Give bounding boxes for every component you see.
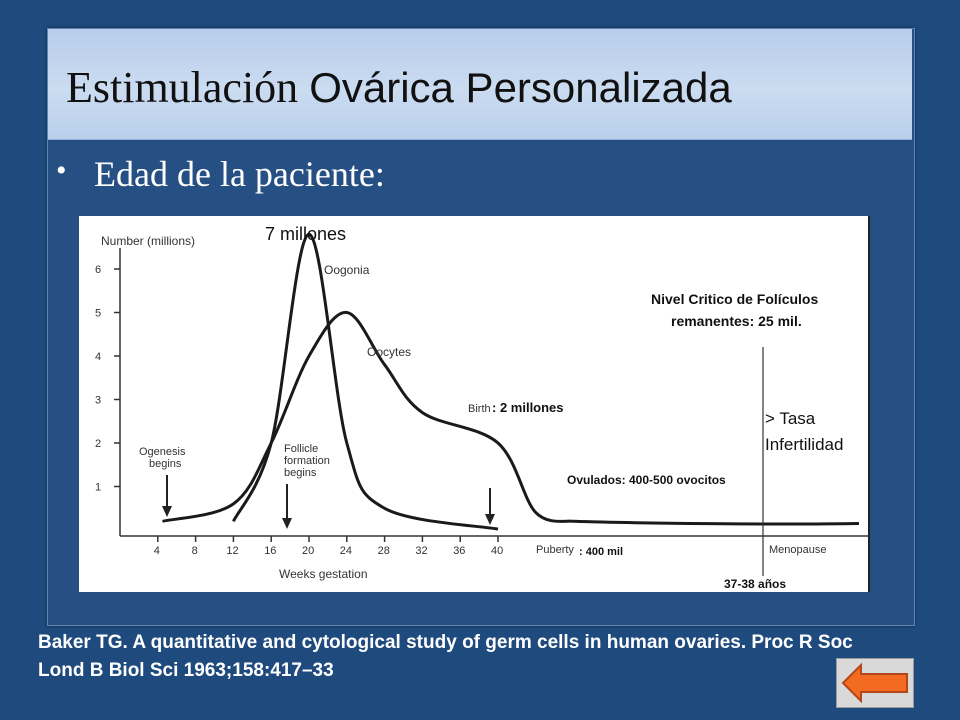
x-tick-label: 16 bbox=[264, 545, 276, 557]
tasa-line1: > Tasa bbox=[765, 409, 816, 428]
menopause-label: Menopause bbox=[769, 544, 827, 556]
peak-label: 7 millones bbox=[265, 224, 346, 244]
title-bar bbox=[48, 29, 912, 140]
y-ticks: 6 5 4 3 2 1 bbox=[95, 264, 120, 494]
follicle-label: Follicle formation begins bbox=[284, 443, 333, 479]
x-tick-label: 28 bbox=[378, 545, 390, 557]
puberty-label: Puberty bbox=[536, 544, 574, 556]
oogenesis-label-line: Ogenesis bbox=[139, 446, 186, 458]
citation-text: Baker TG. A quantitative and cytological… bbox=[38, 632, 853, 681]
arrow-oogenesis-icon bbox=[162, 475, 172, 517]
y-tick-label: 1 bbox=[95, 482, 101, 494]
oogenesis-label: Ogenesis begins bbox=[139, 446, 189, 470]
series-label-oocytes: Oocytes bbox=[367, 345, 411, 359]
follicle-label-line: Follicle bbox=[284, 443, 318, 455]
chart-svg: Number (millions) Weeks gestation 654321… bbox=[95, 216, 870, 592]
x-tick-label: 36 bbox=[453, 545, 465, 557]
x-axis-label: Weeks gestation bbox=[279, 567, 368, 581]
bullet-text: Edad de la paciente: bbox=[94, 154, 385, 194]
x-tick-label: 12 bbox=[226, 545, 238, 557]
series-oocytes-line bbox=[162, 311, 860, 526]
oogenesis-label-line: begins bbox=[149, 458, 182, 470]
x-tick-label: 20 bbox=[302, 545, 314, 557]
tasa-line2: Infertilidad bbox=[765, 435, 843, 454]
y-tick-label: 6 bbox=[95, 264, 101, 276]
back-button[interactable] bbox=[836, 658, 914, 708]
critical-level-line2: remanentes: 25 mil. bbox=[671, 313, 802, 329]
age-label: 37-38 años bbox=[724, 577, 786, 591]
birth-value: : 2 millones bbox=[492, 400, 564, 415]
bullet-dot-icon: • bbox=[56, 154, 67, 187]
bullet-point: • Edad de la paciente: bbox=[56, 153, 385, 195]
follicle-label-line: formation bbox=[284, 455, 330, 467]
slide-title: Estimulación Ovárica Personalizada bbox=[66, 62, 732, 113]
y-tick-label: 5 bbox=[95, 308, 101, 320]
series-label-oogonia: Oogonia bbox=[324, 263, 370, 277]
x-tick-label: 8 bbox=[192, 545, 198, 557]
critical-level-line1: Nivel Critico de Folículos bbox=[651, 291, 818, 307]
title-part-1: Estimulación bbox=[66, 63, 310, 112]
x-tick-label: 24 bbox=[340, 545, 352, 557]
x-tick-label: 32 bbox=[415, 545, 427, 557]
arrow-follicle-icon bbox=[282, 484, 292, 529]
y-axis-label: Number (millions) bbox=[101, 234, 195, 248]
title-part-2: Ovárica Personalizada bbox=[309, 64, 732, 111]
x-tick-label: 4 bbox=[154, 545, 160, 557]
series-oogonia-line bbox=[232, 232, 499, 531]
arrow-birth-icon bbox=[485, 488, 495, 525]
back-arrow-icon bbox=[841, 663, 908, 703]
x-ticks: 4 8 12 16 20 24 28 32 36 40 bbox=[154, 536, 503, 557]
y-tick-label: 4 bbox=[95, 351, 101, 363]
x-tick-label: 40 bbox=[491, 545, 503, 557]
puberty-value: : 400 mil bbox=[579, 546, 623, 558]
y-tick-label: 3 bbox=[95, 395, 101, 407]
y-tick-label: 2 bbox=[95, 438, 101, 450]
birth-word: Birth bbox=[468, 403, 491, 415]
follicle-label-line: begins bbox=[284, 467, 317, 479]
ovulated-label: Ovulados: 400-500 ovocitos bbox=[567, 473, 726, 487]
